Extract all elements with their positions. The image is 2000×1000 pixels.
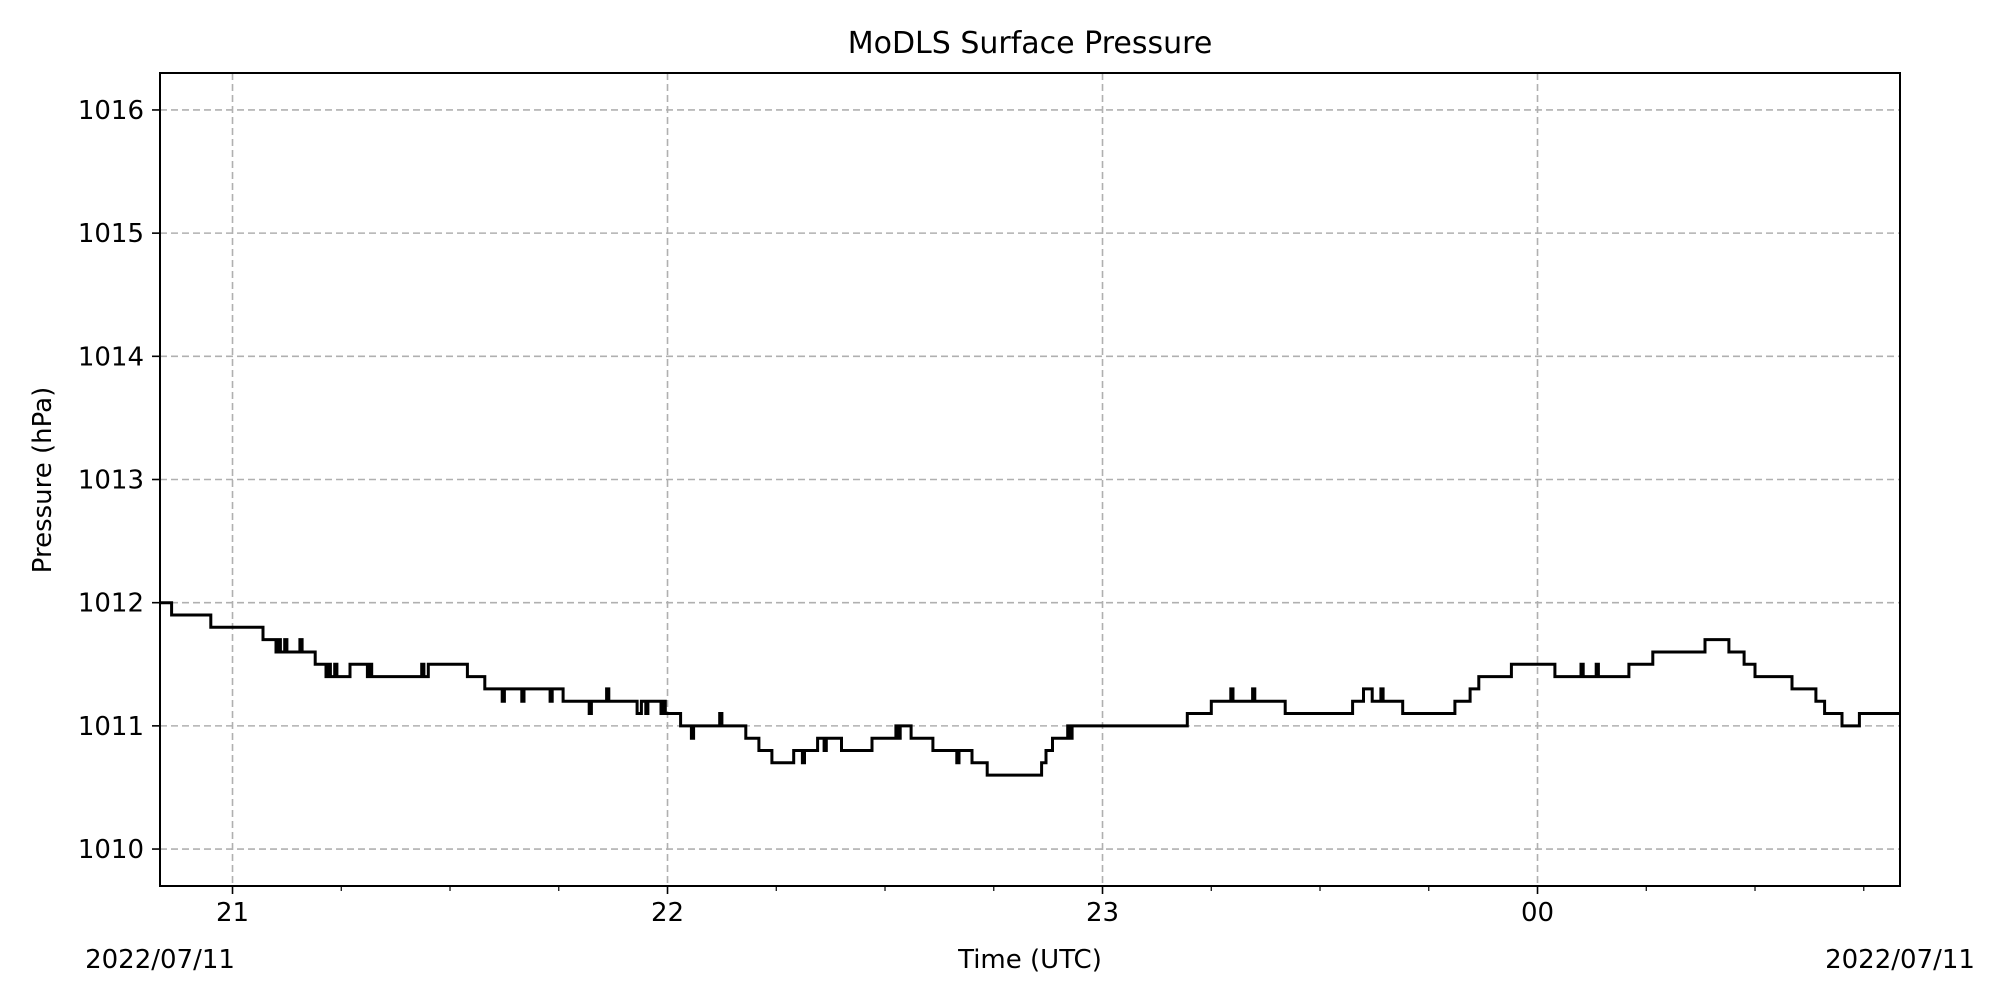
y-tick-label: 1016 [78,96,144,126]
date-label-left: 2022/07/11 [85,945,235,975]
x-tick-label: 23 [1086,898,1119,928]
y-tick-label: 1012 [78,589,144,619]
y-tick-label: 1014 [78,342,144,372]
x-tick-label: 21 [216,898,249,928]
y-tick-label: 1015 [78,219,144,249]
y-axis-ticks: 1010 1011 1012 1013 1014 1015 1016 [78,96,160,865]
y-axis-label: Pressure (hPa) [28,387,58,574]
x-tick-label: 22 [651,898,684,928]
series-layer [160,601,1900,777]
date-label-right: 2022/07/11 [1825,945,1975,975]
y-tick-label: 1010 [78,835,144,865]
pressure-series-line [160,601,1900,777]
x-axis-label: Time (UTC) [957,945,1102,975]
x-axis-ticks: 21 22 23 00 [216,886,1865,928]
x-tick-label: 00 [1521,898,1554,928]
y-tick-label: 1011 [78,712,144,742]
chart-title: MoDLS Surface Pressure [848,26,1213,61]
y-tick-label: 1013 [78,466,144,496]
grid-lines [160,73,1900,886]
